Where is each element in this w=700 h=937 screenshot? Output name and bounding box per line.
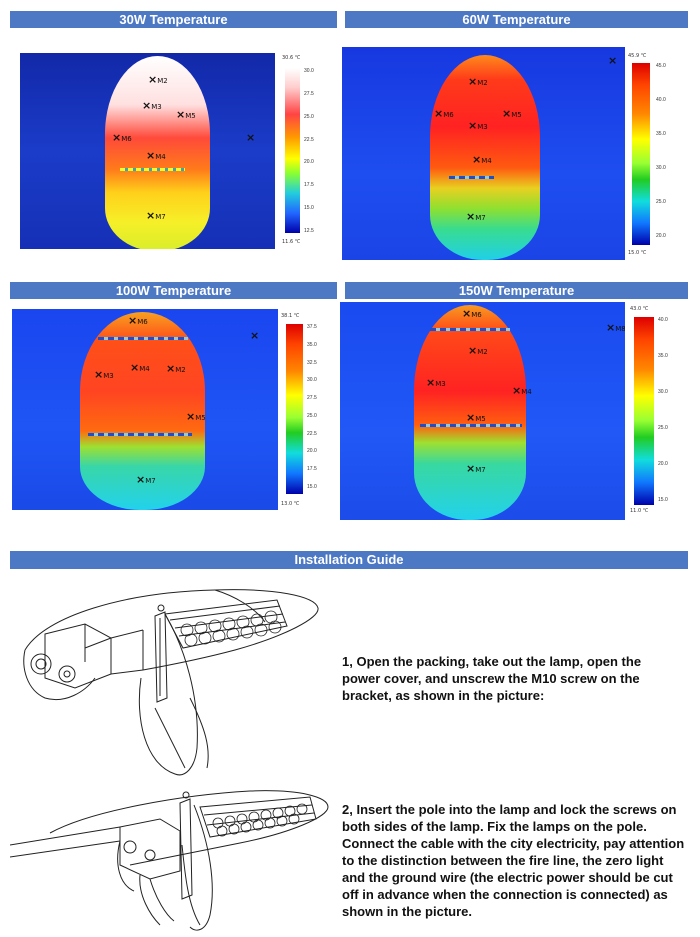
lamp-illustration-2 [10, 790, 329, 931]
thermal-30w: ×M2 ×M3 ×M5 ×M6 ×M4 ×M7 × [20, 53, 275, 249]
marker-150w-m4: ×M4 [512, 384, 532, 397]
scale-tick: 20.0 [656, 233, 666, 239]
scale-tick: 12.5 [304, 228, 314, 234]
title-30w: 30W Temperature [10, 11, 337, 28]
scale-tick: 40.0 [656, 97, 666, 103]
scale-tick: 25.0 [656, 199, 666, 205]
marker-150w-m7: ×M7 [466, 462, 486, 475]
scale-tick: 20.0 [658, 461, 668, 467]
marker-30w-m6: ×M6 [112, 131, 132, 144]
lamp-heat-150w [414, 305, 526, 520]
scale-100w: 38.1 ℃ 13.0 ℃ [281, 313, 331, 513]
marker-30w-m3: ×M3 [142, 99, 162, 112]
scale-tick: 40.0 [658, 317, 668, 323]
scale-tick: 27.5 [304, 90, 314, 97]
marker-60w-m4: ×M4 [472, 153, 492, 166]
thermal-150w: ×M6 ×M2 ×M3 ×M4 ×M5 ×M7 ×M8 [340, 302, 625, 520]
scale-tick: 25.0 [307, 412, 317, 419]
marker-100w-m6: ×M6 [128, 314, 148, 327]
scale-tick: 30.0 [656, 165, 666, 171]
scale-tick: 15.0 [658, 497, 668, 503]
scale-tick: 30.0 [307, 377, 317, 384]
step-1-text: 1, Open the packing, take out the lamp, … [342, 654, 642, 703]
marker-30w-m4: ×M4 [146, 149, 166, 162]
scale-150w: 43.0 ℃ 11.0 ℃ [630, 306, 680, 520]
marker-60w-m2: ×M2 [468, 75, 488, 88]
scale-tick: 15.0 [307, 484, 317, 490]
marker-30w-m2: ×M2 [148, 73, 168, 86]
marker-100w-m7: ×M7 [136, 473, 156, 486]
scale-tick: 25.0 [304, 113, 314, 120]
marker-150w-m5: ×M5 [466, 411, 486, 424]
marker-100w-m3: ×M3 [94, 368, 114, 381]
scale-tick: 27.5 [307, 395, 317, 402]
scale-tick: 35.0 [658, 353, 668, 359]
lamp-illustration-1 [23, 589, 319, 776]
scale-tick: 25.0 [658, 425, 668, 431]
title-150w: 150W Temperature [345, 282, 688, 299]
marker-150w-m3: ×M3 [426, 376, 446, 389]
marker-150w-m2: ×M2 [468, 344, 488, 357]
lamp-heat-60w [430, 55, 540, 260]
scale-tick: 15.0 [304, 205, 314, 212]
scale-tick: 45.0 [656, 63, 666, 69]
scale-tick: 20.0 [307, 448, 317, 455]
marker-60w-m7: ×M7 [466, 210, 486, 223]
step-2-text: 2, Insert the pole into the lamp and loc… [342, 802, 685, 919]
scale-60w: 45.9 ℃ 15.0 ℃ [628, 53, 678, 263]
marker-100w-m4: ×M4 [130, 361, 150, 374]
marker-150w-m6: ×M6 [462, 307, 482, 320]
marker-30w-m5: ×M5 [176, 108, 196, 121]
scale-tick: 17.5 [307, 466, 317, 473]
scale-tick: 35.0 [656, 131, 666, 137]
marker-60w-m5: ×M5 [502, 107, 522, 120]
lamp-heat-100w [80, 312, 205, 510]
marker-100w-m5: ×M5 [186, 410, 206, 423]
scale-tick: 32.5 [307, 359, 317, 366]
title-60w: 60W Temperature [345, 11, 688, 28]
scale-tick: 35.0 [307, 341, 317, 348]
thermal-100w: ×M6 ×M3 ×M4 ×M2 ×M5 ×M7 × [12, 309, 278, 510]
marker-100w-m2: ×M2 [166, 362, 186, 375]
scale-tick: 22.5 [304, 136, 314, 143]
scale-tick: 30.0 [658, 389, 668, 395]
marker-60w-m6: ×M6 [434, 107, 454, 120]
marker-150w-m8: ×M8 [606, 321, 625, 334]
marker-30w-m7: ×M7 [146, 209, 166, 222]
scale-30w: 30.6 ℃ 11.6 ℃ [282, 55, 301, 245]
scale-tick: 30.0 [304, 68, 314, 74]
scale-tick: 22.5 [307, 430, 317, 437]
thermal-60w: ×M2 ×M6 ×M3 ×M5 ×M4 ×M7 × [342, 47, 625, 260]
scale-tick: 20.0 [304, 159, 314, 166]
lamp-heat-30w [105, 56, 210, 249]
scale-tick: 37.5 [307, 324, 317, 330]
marker-60w-m3: ×M3 [468, 119, 488, 132]
installation-guide-title: Installation Guide [10, 551, 688, 569]
title-100w: 100W Temperature [10, 282, 337, 299]
scale-tick: 17.5 [304, 182, 314, 189]
